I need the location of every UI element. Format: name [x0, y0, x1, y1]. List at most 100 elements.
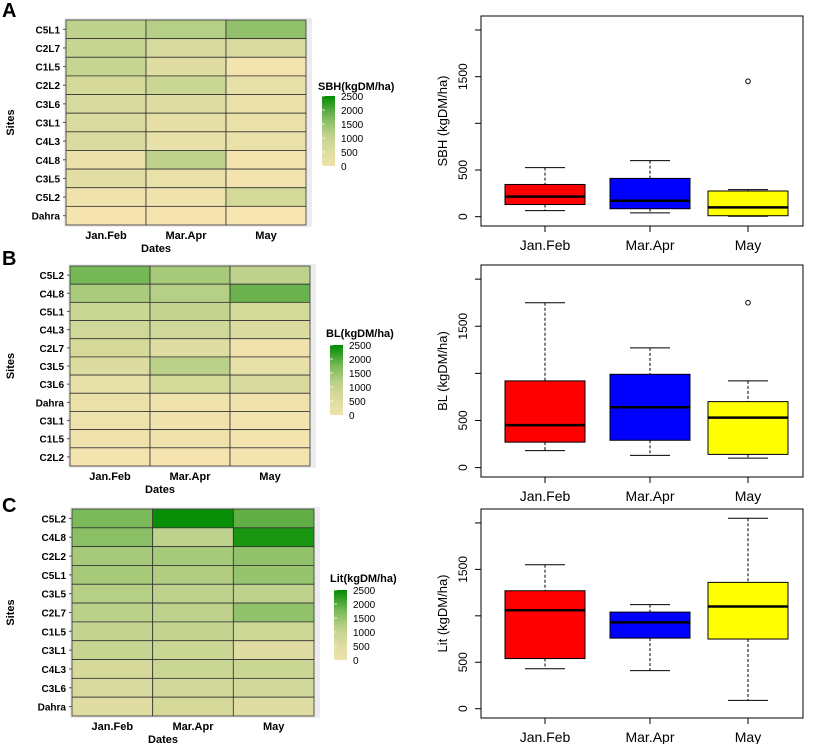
legend-tick-label: 1000: [341, 134, 364, 145]
column-label: Mar.Apr: [170, 471, 212, 483]
y-axis-title: Sites: [5, 353, 17, 379]
heatmap-cell: [229, 265, 311, 285]
heatmap-cell: [225, 205, 307, 226]
heatmap-cell: [65, 38, 147, 58]
heatmap-cell: [152, 583, 234, 604]
heatmap-cell: [232, 565, 315, 585]
y-tick-label: 1500: [456, 556, 470, 583]
heatmap-panel-A: A C5L1 C2L7 C1L5 C2L2 C3L6 C3L1 C4L3 C4L8 C3L5 C5L…: [2, 0, 395, 255]
x-axis-title: Dates: [141, 243, 171, 255]
row-label: C3L6: [36, 100, 61, 111]
row-label: C5L1: [36, 25, 61, 36]
heatmap-cell: [152, 565, 234, 585]
legend-tick-label: 1500: [341, 120, 364, 131]
legend-colorbar: [330, 345, 343, 415]
heatmap-cell: [149, 447, 231, 467]
heatmap-cell: [152, 546, 234, 566]
row-label: C2L2: [42, 552, 67, 563]
heatmap-cell: [65, 19, 147, 40]
row-label: C4L3: [40, 326, 65, 337]
heatmap-cell: [229, 392, 311, 412]
heatmap-cell: [232, 546, 315, 566]
heatmap-cell: [152, 602, 234, 623]
row-label: C3L5: [42, 590, 67, 601]
box-May: [707, 401, 789, 455]
legend-tick-label: 0: [341, 162, 347, 173]
x-axis-title: Dates: [145, 484, 175, 496]
heatmap-cell: [71, 508, 154, 529]
x-tick-label: May: [735, 729, 761, 744]
heatmap-cell: [232, 602, 315, 623]
row-label: C1L5: [42, 627, 67, 638]
row-label: Dahra: [32, 212, 61, 223]
heatmap-cell: [71, 621, 154, 642]
heatmap-cell: [225, 19, 307, 40]
boxplot-panel-A: 0 500 1500 SBH (kgDM/ha) Jan.Feb Mar.Apr May: [435, 15, 804, 253]
heatmap-cell: [145, 205, 227, 226]
x-tick-label: Jan.Feb: [520, 237, 571, 253]
outlier-point: [745, 78, 751, 85]
legend-tick-label: 2500: [341, 92, 364, 103]
row-label: C4L8: [42, 533, 67, 544]
column-label: Mar.Apr: [173, 721, 215, 733]
legend-tick-label: 0: [353, 656, 359, 667]
heatmap-cell: [71, 640, 154, 660]
row-label: C3L6: [40, 380, 65, 391]
column-label: Jan.Feb: [92, 721, 134, 733]
heatmap-cell: [69, 265, 151, 285]
row-label: C2L7: [36, 44, 61, 55]
heatmap-cell: [145, 131, 227, 151]
heatmap-cell: [145, 112, 227, 133]
heatmap-cell: [225, 131, 307, 151]
y-tick-label: 0: [456, 705, 470, 712]
row-label: C5L2: [36, 193, 61, 204]
heatmap-cell: [232, 659, 315, 679]
row-label: C3L1: [42, 646, 67, 657]
heatmap-cell: [225, 168, 307, 189]
heatmap-cell: [65, 168, 147, 189]
heatmap-cell: [229, 374, 311, 394]
heatmap-cell: [232, 583, 315, 604]
heatmap-cell: [71, 602, 154, 623]
heatmap-cell: [225, 38, 307, 58]
heatmap-cell: [232, 677, 315, 698]
heatmap-cell: [71, 696, 154, 717]
heatmap-cell: [145, 94, 227, 114]
heatmap-cell: [149, 301, 231, 321]
boxplot-panel-B: 0 500 1500 BL (kgDM/ha) Jan.Feb Mar.Apr May: [435, 264, 804, 504]
heatmap-cell: [229, 301, 311, 321]
column-label: May: [259, 471, 281, 483]
legend-tick-label: 500: [349, 397, 366, 408]
panel-letter: C: [2, 495, 16, 517]
column-label: May: [263, 721, 285, 733]
heatmap-cell: [71, 659, 154, 679]
outlier-point: [745, 299, 751, 306]
legend-tick-label: 1500: [349, 369, 372, 380]
heatmap-cell: [152, 621, 234, 642]
heatmap-cell: [232, 527, 315, 548]
heatmap-cell: [225, 112, 307, 133]
heatmap-cell: [229, 447, 311, 467]
row-label: Dahra: [36, 398, 65, 409]
heatmap-cell: [145, 38, 227, 58]
heatmap-cell: [152, 696, 234, 717]
legend-colorbar: [334, 590, 347, 660]
heatmap-cell: [152, 527, 234, 548]
row-label: C4L8: [36, 156, 61, 167]
heatmap-cell: [232, 621, 315, 642]
heatmap-cell: [65, 94, 147, 114]
heatmap-cell: [149, 320, 231, 340]
legend-title: SBH(kgDM/ha): [318, 81, 395, 93]
legend-colorbar: [322, 96, 335, 166]
legend-tick-label: 0: [349, 411, 355, 422]
row-label: C1L5: [36, 63, 61, 74]
box-Jan.Feb: [504, 183, 586, 206]
heatmap-cell: [225, 150, 307, 170]
row-label: C5L2: [40, 271, 65, 282]
row-label: C2L2: [36, 81, 61, 92]
heatmap-cell: [149, 392, 231, 412]
heatmap-cell: [69, 374, 151, 394]
box-May: [707, 581, 789, 640]
heatmap-cell: [149, 265, 231, 285]
box-Mar.Apr: [609, 611, 691, 639]
